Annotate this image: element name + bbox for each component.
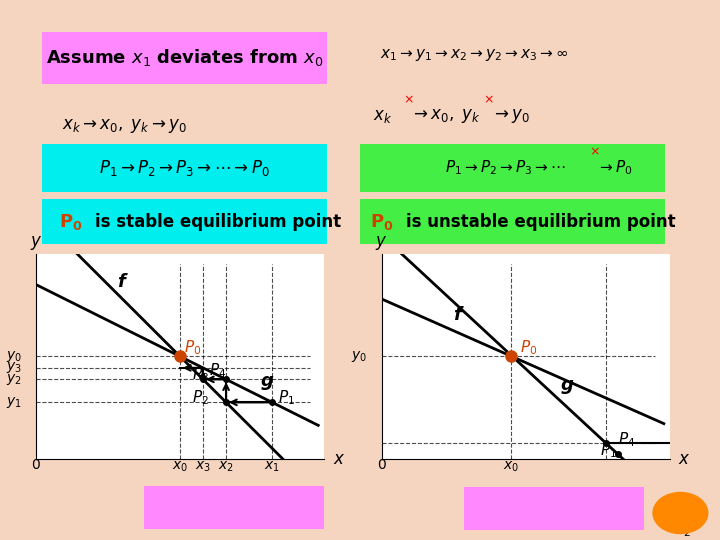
FancyBboxPatch shape xyxy=(360,199,665,244)
Text: $P_3$: $P_3$ xyxy=(674,496,691,514)
Text: $y$: $y$ xyxy=(375,234,388,252)
Text: $P_1 \rightarrow P_2 \rightarrow P_3 \rightarrow \cdots \rightarrow P_0$: $P_1 \rightarrow P_2 \rightarrow P_3 \ri… xyxy=(99,158,270,178)
Text: $P_2$: $P_2$ xyxy=(192,388,208,407)
Text: $P_4$: $P_4$ xyxy=(209,361,226,380)
Text: $y_3$: $y_3$ xyxy=(6,360,22,375)
Text: $x_k$: $x_k$ xyxy=(373,106,392,125)
Text: $y_0$: $y_0$ xyxy=(351,349,367,364)
FancyBboxPatch shape xyxy=(360,144,665,192)
Text: $P_0$: $P_0$ xyxy=(520,338,537,357)
Text: $x$: $x$ xyxy=(678,450,690,468)
FancyBboxPatch shape xyxy=(42,144,327,192)
Text: $P_3$: $P_3$ xyxy=(192,366,209,384)
Text: is stable equilibrium point: is stable equilibrium point xyxy=(95,213,341,231)
Text: $x$: $x$ xyxy=(333,450,345,468)
FancyBboxPatch shape xyxy=(42,199,327,244)
Text: $\rightarrow P_0$: $\rightarrow P_0$ xyxy=(597,159,633,177)
Text: g: g xyxy=(261,373,274,390)
Text: $y_1$: $y_1$ xyxy=(6,395,22,410)
Text: $x_0$: $x_0$ xyxy=(172,459,188,474)
Text: $x_0$: $x_0$ xyxy=(503,459,519,474)
Text: $x_2$: $x_2$ xyxy=(218,459,234,474)
Text: $P_0$: $P_0$ xyxy=(184,338,202,357)
Text: $\times$: $\times$ xyxy=(588,146,599,159)
Text: $\times$: $\times$ xyxy=(482,93,493,106)
Text: $\rightarrow x_0, \; y_k$: $\rightarrow x_0, \; y_k$ xyxy=(410,106,480,125)
Text: $x_1 \rightarrow y_1 \rightarrow x_2 \rightarrow y_2 \rightarrow x_3 \rightarrow: $x_1 \rightarrow y_1 \rightarrow x_2 \ri… xyxy=(380,48,568,63)
Text: $x_3$: $x_3$ xyxy=(195,459,211,474)
Text: 0: 0 xyxy=(32,458,40,472)
Text: $\mathbf{P_0}$: $\mathbf{P_0}$ xyxy=(370,212,393,232)
Text: $y_2$: $y_2$ xyxy=(6,372,22,387)
Text: $x_k \rightarrow x_0, \; y_k \rightarrow y_0$: $x_k \rightarrow x_0, \; y_k \rightarrow… xyxy=(62,117,186,135)
Text: $\mathbf{P_0}$: $\mathbf{P_0}$ xyxy=(58,212,82,232)
Text: $\rightarrow y_0$: $\rightarrow y_0$ xyxy=(491,106,530,125)
Text: $P_1 \rightarrow P_2 \rightarrow P_3 \rightarrow \cdots$: $P_1 \rightarrow P_2 \rightarrow P_3 \ri… xyxy=(445,159,566,177)
Text: $y_0$: $y_0$ xyxy=(6,349,22,364)
Text: $P_1$: $P_1$ xyxy=(600,442,617,461)
Text: $P_2$: $P_2$ xyxy=(674,520,691,539)
Text: Assume $x_1$ deviates from $x_0$: Assume $x_1$ deviates from $x_0$ xyxy=(45,48,323,69)
Text: g: g xyxy=(560,376,573,394)
Text: f: f xyxy=(454,307,462,325)
Text: $K_f > K_g$: $K_f > K_g$ xyxy=(520,497,589,524)
Text: $P_1$: $P_1$ xyxy=(278,388,294,407)
Text: $P_4$: $P_4$ xyxy=(618,430,635,449)
Text: $x_1$: $x_1$ xyxy=(264,459,280,474)
Text: f: f xyxy=(117,273,125,291)
FancyBboxPatch shape xyxy=(42,32,327,84)
Text: 0: 0 xyxy=(377,458,386,472)
Text: is unstable equilibrium point: is unstable equilibrium point xyxy=(406,213,676,231)
Text: $K_f < K_g$: $K_f < K_g$ xyxy=(199,497,269,524)
Text: $\times$: $\times$ xyxy=(403,93,414,106)
Text: $y$: $y$ xyxy=(30,234,42,252)
